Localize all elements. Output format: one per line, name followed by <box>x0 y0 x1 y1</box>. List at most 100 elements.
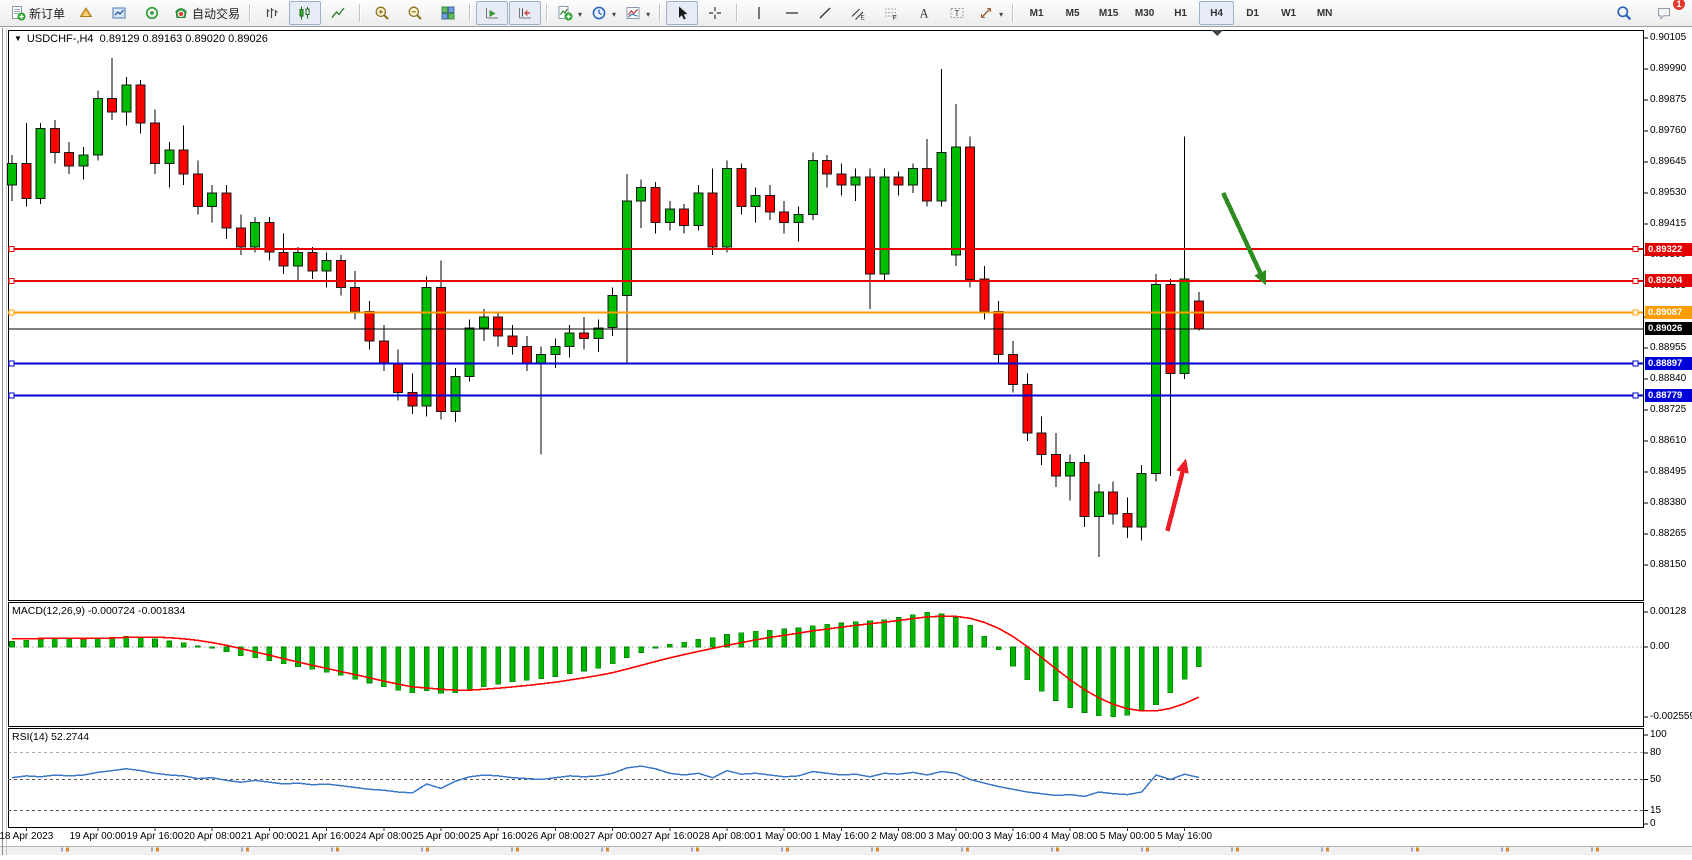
templates-icon <box>625 5 641 21</box>
timeframe-m5-label: M5 <box>1065 7 1080 19</box>
timeframe-mn-label: MN <box>1316 7 1333 19</box>
label-icon: T <box>949 5 965 21</box>
channel-icon: E <box>850 5 866 21</box>
toolbar-separator <box>249 4 252 22</box>
toolbar-group <box>256 1 354 25</box>
templates-button[interactable] <box>621 1 654 25</box>
periods-button[interactable] <box>587 1 620 25</box>
channel-button[interactable]: E <box>842 1 874 25</box>
timeframe-h4-label: H4 <box>1210 7 1223 19</box>
timeframe-d1[interactable]: D1 <box>1235 1 1270 25</box>
toolbar-right: 1 <box>1608 0 1686 25</box>
arrows-icon <box>978 5 994 21</box>
data-window-icon <box>144 5 160 21</box>
cursor-button[interactable] <box>666 1 699 25</box>
toolbar-group <box>666 1 731 25</box>
chart-shift-icon <box>517 5 533 21</box>
indicators-icon <box>557 5 573 21</box>
chevron-down-icon[interactable] <box>610 6 616 20</box>
svg-text:F: F <box>893 15 897 21</box>
vline-icon <box>751 5 767 21</box>
auto-trading-icon <box>173 5 189 21</box>
toolbar-group: M1 M5 M15 M30 H1 H4 D1 W1 MN <box>1019 1 1342 25</box>
tile-windows-button[interactable] <box>432 1 464 25</box>
line-chart-icon <box>330 5 346 21</box>
auto-scroll-icon <box>484 5 500 21</box>
main-toolbar: 新订单 自动交易 E F A T M1 M5 M15 M30 H1 H4 D1 W1 MN 1 <box>0 0 1692 27</box>
fibonacci-icon: F <box>883 5 899 21</box>
auto-trading-button-label: 自动交易 <box>192 6 241 21</box>
toolbar-separator <box>469 4 472 22</box>
toolbar-group: 新订单 自动交易 <box>6 1 244 25</box>
candlestick-button[interactable] <box>289 1 322 25</box>
zoom-out-icon <box>407 5 423 21</box>
bar-chart-button[interactable] <box>256 1 288 25</box>
zoom-in-button[interactable] <box>366 1 398 25</box>
periods-icon <box>591 5 607 21</box>
hline-icon <box>784 5 800 21</box>
timeframe-h4[interactable]: H4 <box>1199 1 1235 25</box>
profiles-icon <box>78 5 94 21</box>
timeframe-h1-label: H1 <box>1174 7 1187 19</box>
chevron-down-icon[interactable] <box>576 6 582 20</box>
toolbar-group <box>366 1 464 25</box>
chart-shift-button[interactable] <box>509 1 542 25</box>
arrows-button[interactable] <box>974 1 1007 25</box>
toolbar-separator <box>1012 4 1015 22</box>
market-watch-button[interactable] <box>103 1 135 25</box>
crosshair-button[interactable] <box>699 1 731 25</box>
toolbar-separator <box>659 4 662 22</box>
timeframe-mn[interactable]: MN <box>1307 1 1342 25</box>
indicators-button[interactable] <box>553 1 586 25</box>
timeframe-m1[interactable]: M1 <box>1019 1 1054 25</box>
auto-trading-button[interactable]: 自动交易 <box>169 1 244 25</box>
timeframe-w1-label: W1 <box>1281 7 1297 19</box>
notification-badge: 1 <box>1672 0 1686 11</box>
toolbar-separator <box>736 4 739 22</box>
tile-windows-icon <box>440 5 456 21</box>
timeframe-w1[interactable]: W1 <box>1271 1 1306 25</box>
timeframe-m1-label: M1 <box>1029 7 1044 19</box>
chart-profiles-button[interactable] <box>70 1 102 25</box>
svg-text:E: E <box>861 15 866 22</box>
timeframe-h1[interactable]: H1 <box>1163 1 1198 25</box>
timeframe-m15-label: M15 <box>1098 7 1119 19</box>
search-button[interactable] <box>1608 1 1640 25</box>
zoom-out-button[interactable] <box>399 1 431 25</box>
auto-scroll-button[interactable] <box>476 1 509 25</box>
timeframe-d1-label: D1 <box>1246 7 1259 19</box>
candlestick-icon <box>297 5 313 21</box>
chevron-down-icon[interactable] <box>644 6 650 20</box>
vertical-line-button[interactable] <box>743 1 775 25</box>
trendline-icon <box>817 5 833 21</box>
market-watch-icon <box>111 5 127 21</box>
cursor-icon <box>674 5 690 21</box>
timeframe-m5[interactable]: M5 <box>1055 1 1090 25</box>
label-button[interactable]: T <box>941 1 973 25</box>
new-order-icon <box>10 5 26 21</box>
bar-chart-icon <box>264 5 280 21</box>
crosshair-icon <box>707 5 723 21</box>
fibonacci-button[interactable]: F <box>875 1 907 25</box>
line-chart-button[interactable] <box>322 1 354 25</box>
timeframe-m30-label: M30 <box>1134 7 1155 19</box>
timeframe-m15[interactable]: M15 <box>1091 1 1126 25</box>
data-window-button[interactable] <box>136 1 168 25</box>
toolbar-group <box>553 1 654 25</box>
toolbar-separator <box>546 4 549 22</box>
chevron-down-icon[interactable] <box>997 6 1003 20</box>
timeframe-m30[interactable]: M30 <box>1127 1 1162 25</box>
text-button[interactable]: A <box>908 1 940 25</box>
new-order-button-label: 新订单 <box>29 6 66 21</box>
chat-icon <box>1656 5 1672 21</box>
zoom-in-icon <box>374 5 390 21</box>
horizontal-line-button[interactable] <box>776 1 808 25</box>
svg-text:T: T <box>955 9 960 18</box>
trendline-button[interactable] <box>809 1 841 25</box>
notifications-button[interactable]: 1 <box>1648 0 1686 25</box>
svg-text:A: A <box>920 7 929 21</box>
new-order-button[interactable]: 新订单 <box>6 1 69 25</box>
